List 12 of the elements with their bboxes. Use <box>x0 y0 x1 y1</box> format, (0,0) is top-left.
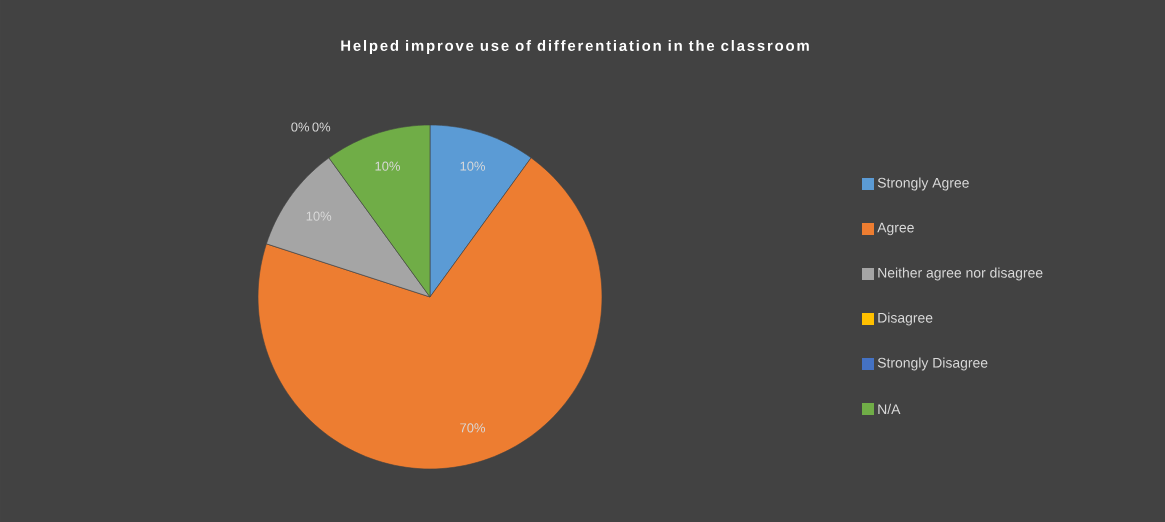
legend-label: Disagree <box>878 312 933 326</box>
legend-label: Neither agree nor disagree <box>878 267 1043 281</box>
legend-label: Strongly Agree <box>877 177 969 191</box>
legend-label: N/A <box>878 403 901 415</box>
legend-label: Agree <box>877 222 914 236</box>
data-label: 70% <box>460 423 486 433</box>
legend-label: Strongly Disagree <box>877 357 988 371</box>
data-label: 10% <box>460 161 486 171</box>
text: 0% <box>291 122 310 132</box>
data-label: 10% <box>375 161 400 171</box>
chart-title: Helped improve use of differentiation in the classroom <box>341 40 809 54</box>
text: 0% <box>312 122 331 132</box>
